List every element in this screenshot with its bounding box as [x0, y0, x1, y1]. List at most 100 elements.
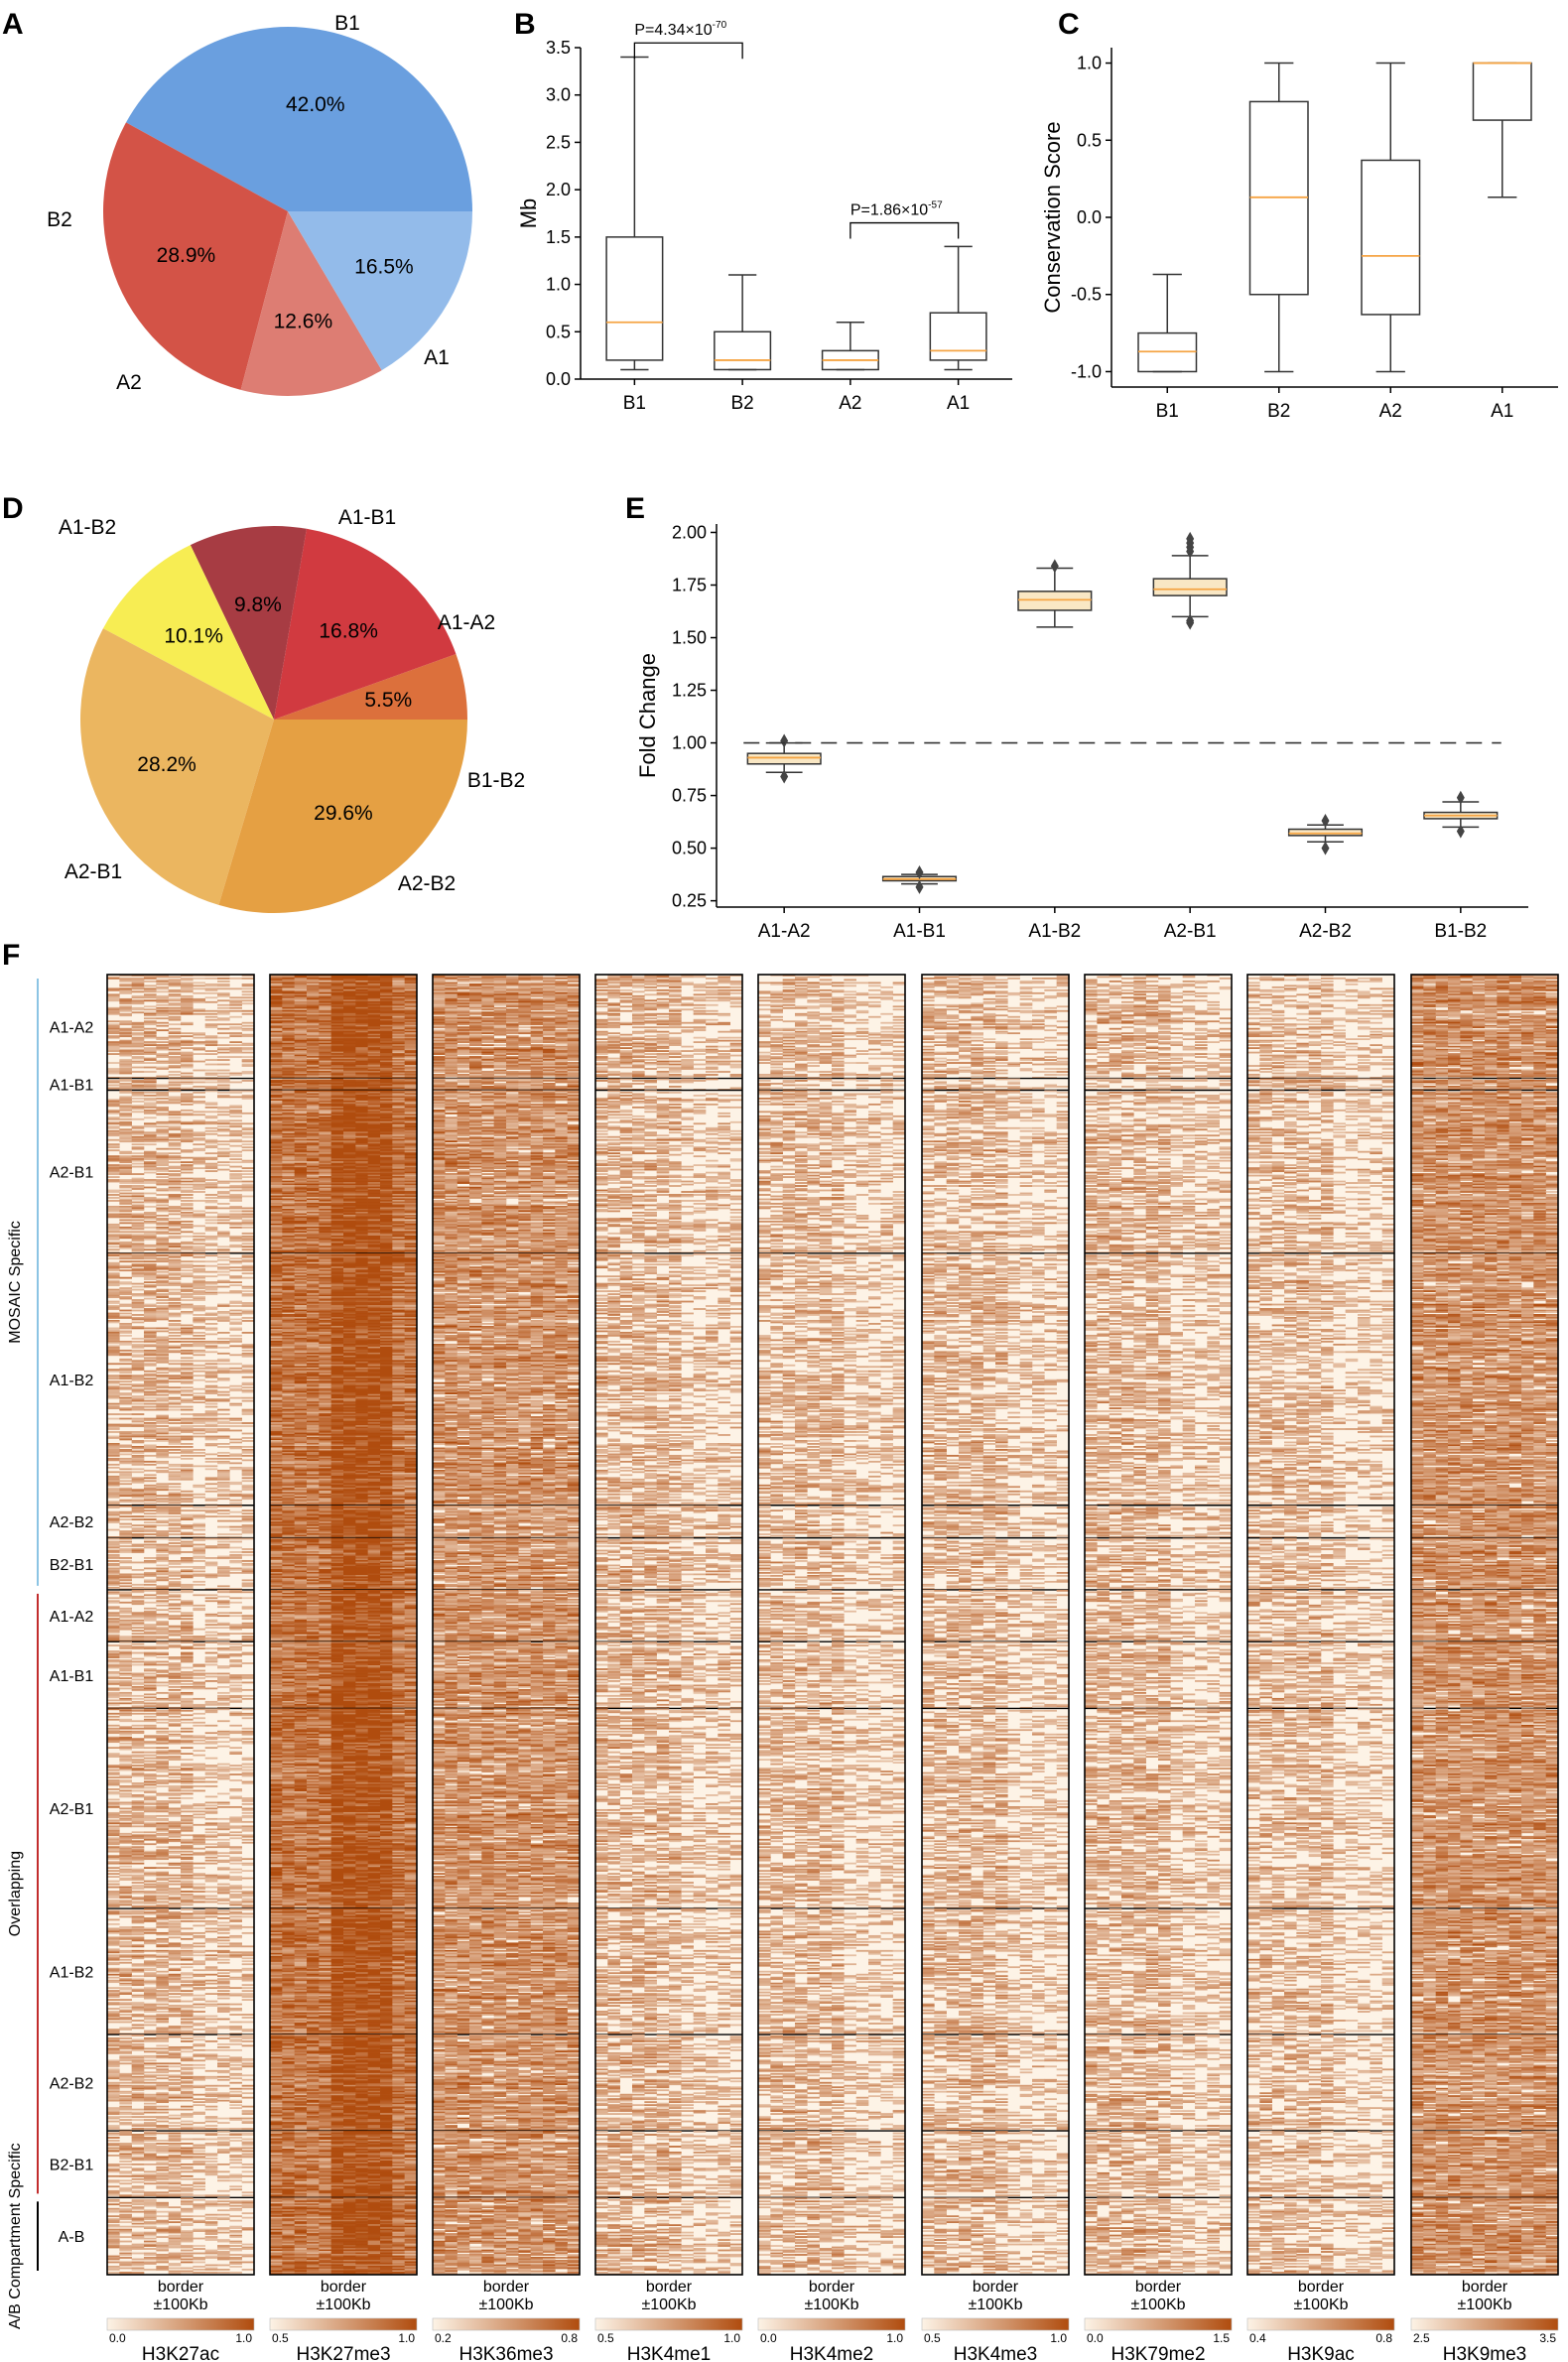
heatmap-cell: [132, 1029, 145, 1031]
pie-category-label: A2-B1: [65, 860, 122, 883]
heatmap-cell: [132, 1062, 145, 1064]
heatmap-cell: [205, 1001, 218, 1003]
heatmap-cell: [144, 1005, 157, 1007]
heatmap-cell: [193, 982, 205, 984]
heatmap-cell: [205, 1013, 218, 1015]
heatmap-cell: [181, 1035, 194, 1037]
heatmap-cell: [119, 1035, 132, 1037]
heatmap-cell: [193, 1013, 205, 1015]
heatmap-cell: [107, 1032, 120, 1034]
pie-chart-d: 5.5%A1-B116.8% A1-A29.8%B1-B210.1%A2-B228…: [59, 506, 525, 913]
heatmap-cell: [217, 1070, 230, 1072]
heatmap-cell: [193, 1070, 205, 1072]
heatmap-cell: [229, 987, 242, 989]
heatmap-cell: [144, 1008, 157, 1010]
heatmap-cell: [169, 1053, 182, 1055]
heatmap-cell: [156, 1017, 169, 1019]
heatmap-cell: [205, 989, 218, 991]
heatmap-cell: [193, 1082, 205, 1084]
heatmap-cell: [107, 1062, 120, 1064]
heatmap-cell: [205, 1044, 218, 1046]
heatmap-cell: [107, 1050, 120, 1052]
heatmap-cell: [181, 1023, 194, 1025]
heatmap-cell: [156, 976, 169, 978]
heatmap-cell: [217, 1052, 230, 1054]
heatmap-cell: [169, 984, 182, 986]
heatmap-cell: [242, 1002, 255, 1004]
heatmap-cell: [144, 1062, 157, 1064]
x-tick-label: B1: [623, 393, 646, 414]
heatmap-cell: [169, 1085, 182, 1087]
pie-category-label: A2: [116, 371, 142, 394]
box-iqr: [1289, 830, 1363, 836]
heatmap-cell: [193, 978, 205, 980]
heatmap-cell: [156, 1001, 169, 1003]
heatmap-cell: [242, 1013, 255, 1015]
heatmap-cell: [107, 1037, 120, 1039]
y-tick-label: 1.75: [672, 576, 707, 595]
y-tick-label: 0.25: [672, 891, 707, 911]
heatmap-cell: [156, 990, 169, 992]
heatmap-cell: [144, 1053, 157, 1055]
y-tick-label: 0.75: [672, 786, 707, 806]
x-tick-label: A2-B2: [1299, 921, 1352, 942]
heatmap-cell: [242, 984, 255, 986]
heatmap-cell: [229, 1052, 242, 1054]
heatmap-cell: [144, 999, 157, 1001]
heatmap-cell: [217, 1076, 230, 1078]
heatmap-cell: [169, 1028, 182, 1030]
heatmap-cell: [242, 1061, 255, 1063]
heatmap-cell: [156, 987, 169, 989]
box-iqr: [1018, 591, 1092, 610]
panel-letter-d: D: [2, 492, 24, 525]
heatmap-cell: [156, 1041, 169, 1043]
significance-bracket: [634, 43, 742, 59]
y-tick-label: 0.5: [546, 322, 571, 341]
heatmap-cell: [132, 987, 145, 989]
heatmap-cell: [169, 1032, 182, 1034]
heatmap-cell: [242, 1065, 255, 1067]
y-tick-label: 1.0: [1077, 54, 1102, 73]
heatmap-cell: [242, 1056, 255, 1058]
x-tick-label: B2: [731, 393, 754, 414]
heatmap-cell: [217, 1056, 230, 1058]
heatmap-cell: [107, 978, 120, 980]
heatmap-cell: [181, 1013, 194, 1015]
heatmap-cell: [217, 1049, 230, 1051]
heatmap-cell: [144, 1037, 157, 1039]
heatmap-cell: [217, 1007, 230, 1009]
figure-canvas: A B C D E F 42.0%B128.9%A112.6%A216.5%B2…: [0, 0, 1568, 2362]
heatmap-cell: [156, 984, 169, 985]
heatmap-cell: [132, 996, 145, 998]
heatmap-cell: [107, 1085, 120, 1087]
heatmap-cell: [242, 1035, 255, 1037]
heatmap-cell: [156, 1056, 169, 1058]
heatmap-cell: [193, 1053, 205, 1055]
heatmap-cell: [205, 1064, 218, 1066]
y-tick-label: 1.5: [546, 227, 571, 247]
pie-category-label: A1-B2: [59, 516, 116, 539]
y-axis-label: Mb: [516, 198, 541, 229]
box-iqr: [1474, 64, 1532, 121]
heatmap-cell: [144, 1023, 157, 1025]
heatmap-cell: [229, 1016, 242, 1018]
heatmap-cell: [169, 1091, 182, 1093]
p-value-label: P=1.86×10-57: [850, 200, 943, 219]
heatmap-cell: [107, 989, 120, 991]
heatmap-cell: [119, 1055, 132, 1057]
heatmap-cell: [229, 1082, 242, 1084]
box-iqr: [747, 753, 821, 764]
panel-letter-a: A: [2, 8, 24, 41]
heatmap-cell: [132, 1002, 145, 1004]
x-tick-label: A1-A2: [758, 921, 811, 942]
pie-value-label: 29.6%: [314, 802, 373, 825]
heatmap-cell: [119, 1080, 132, 1082]
heatmap-cell: [144, 996, 157, 998]
heatmap-cell: [242, 1052, 255, 1054]
heatmap-cell: [181, 1079, 194, 1081]
box-outlier: [916, 880, 924, 894]
box-iqr: [930, 313, 986, 360]
heatmap-cell: [107, 1013, 120, 1015]
heatmap-cell: [156, 1014, 169, 1016]
